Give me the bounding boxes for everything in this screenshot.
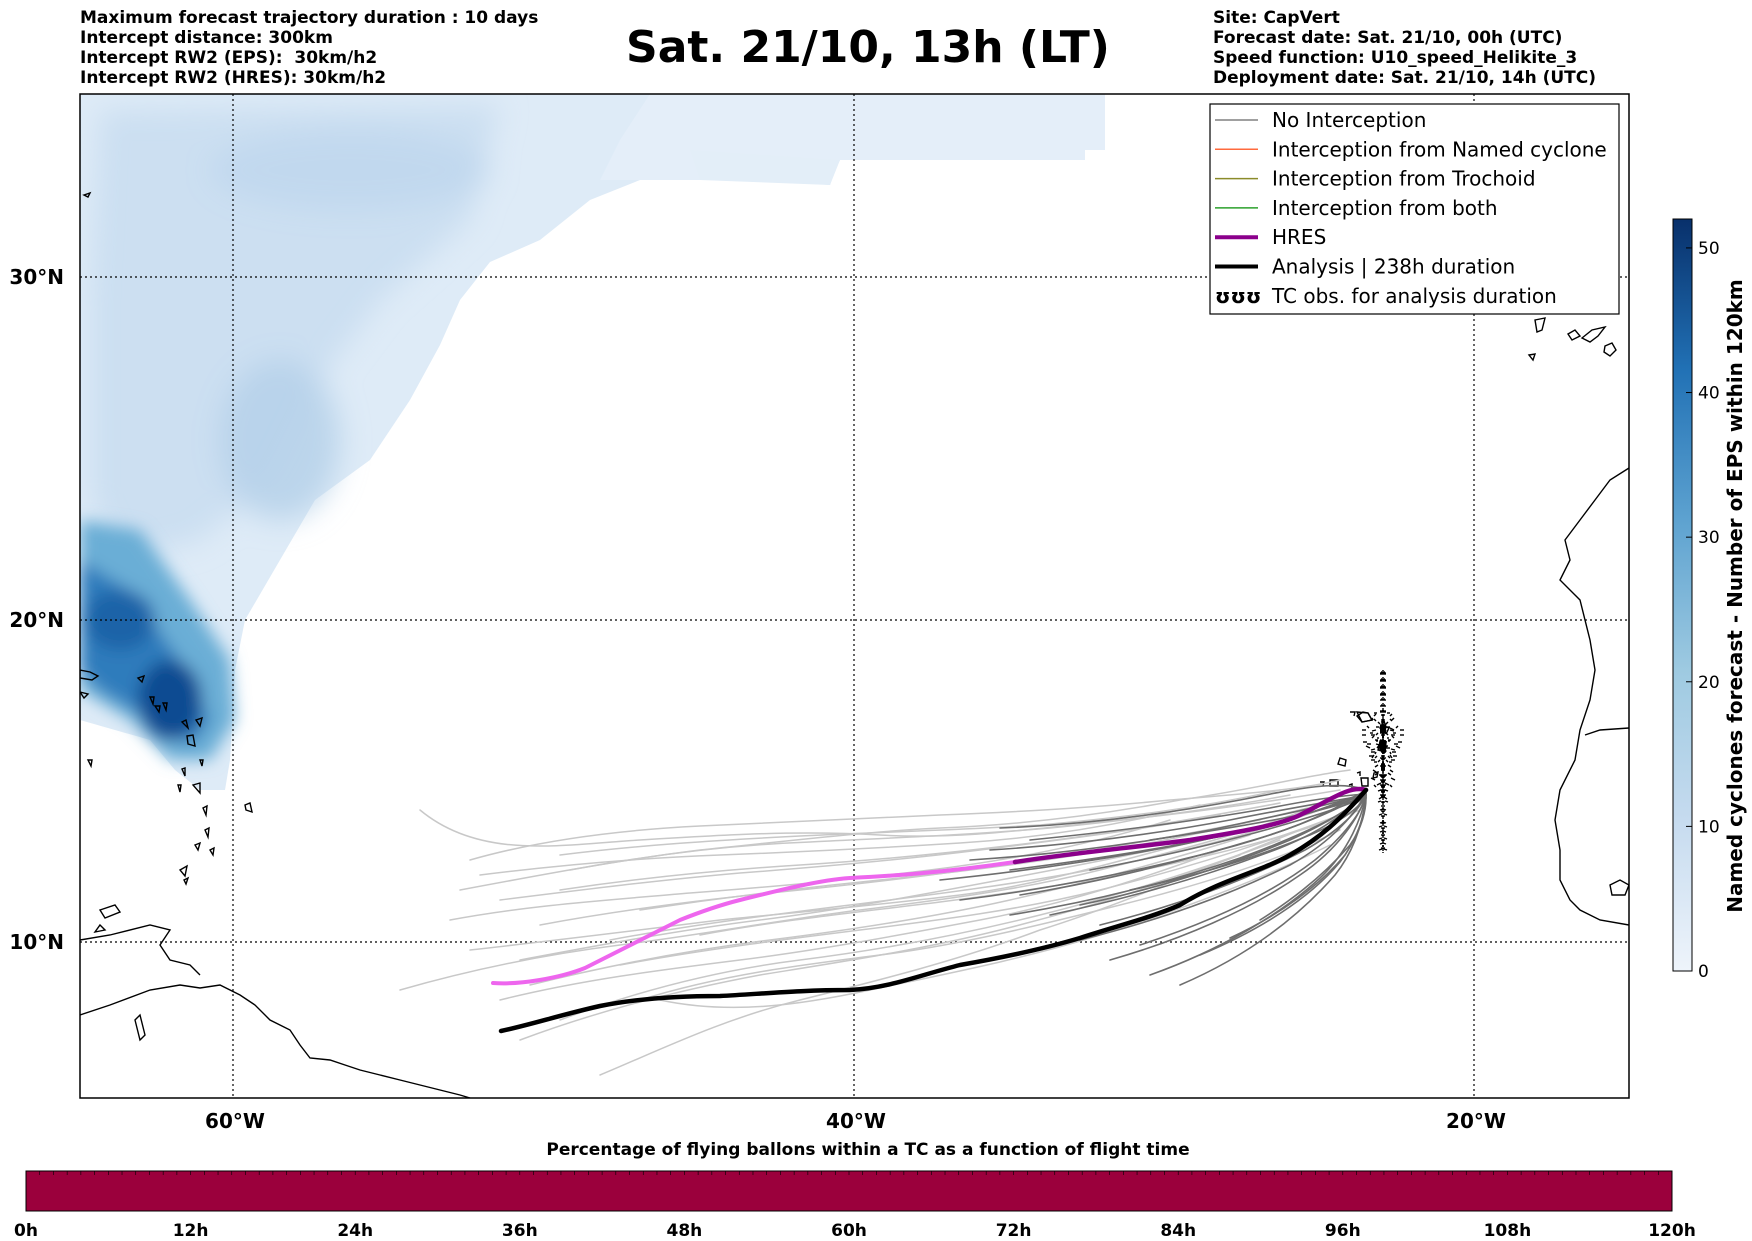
header-right-info: Site: CapVert Forecast date: Sat. 21/10,…: [1213, 8, 1596, 88]
lon-label-60w: 60°W: [205, 1109, 265, 1133]
flight-time-tick-label: 0h: [14, 1221, 38, 1241]
coastlines: [80, 191, 1629, 1098]
colorbar-label: Named cyclones forecast - Number of EPS …: [1723, 279, 1747, 913]
ensemble-trajectories: [399, 769, 1369, 1076]
legend-label: No Interception: [1272, 108, 1426, 132]
intercept-distance-text: Intercept distance: 300km: [80, 28, 333, 48]
lat-label-10n: 10°N: [9, 930, 64, 954]
flight-time-fill: [25, 1170, 1673, 1212]
flight-time-bar: Percentage of flying ballons within a TC…: [14, 1140, 1696, 1241]
colorbar-tick-label: 40: [1698, 384, 1720, 404]
legend-item: No Interception: [1215, 108, 1426, 132]
map-area: [80, 94, 1629, 1098]
lon-label-40w: 40°W: [826, 1109, 886, 1133]
flight-time-tick-label: 12h: [173, 1221, 209, 1241]
legend-label: TC obs. for analysis duration: [1271, 284, 1557, 308]
legend-label: Analysis | 238h duration: [1272, 255, 1515, 279]
flight-time-tick-label: 48h: [667, 1221, 703, 1241]
forecast-date-text: Forecast date: Sat. 21/10, 00h (UTC): [1213, 28, 1563, 48]
intercept-hres-text: Intercept RW2 (HRES): 30km/h2: [80, 68, 387, 88]
colorbar-tick-label: 30: [1698, 528, 1720, 548]
legend-item: Interception from Trochoid: [1215, 167, 1536, 191]
header-left-info: Maximum forecast trajectory duration : 1…: [80, 8, 538, 88]
flight-time-tick-label: 84h: [1160, 1221, 1196, 1241]
legend-item: HRES: [1215, 225, 1326, 249]
lon-label-20w: 20°W: [1446, 1109, 1506, 1133]
site-text: Site: CapVert: [1213, 8, 1340, 28]
deployment-date-text: Deployment date: Sat. 21/10, 14h (UTC): [1213, 68, 1597, 88]
flight-time-tick-label: 60h: [831, 1221, 867, 1241]
legend-box: [1209, 103, 1620, 315]
legend-item: Interception from Named cyclone: [1215, 137, 1607, 161]
flight-time-tick-label: 24h: [337, 1221, 373, 1241]
speed-function-text: Speed function: U10_speed_Helikite_3: [1213, 48, 1578, 68]
legend-item: Interception from both: [1215, 196, 1498, 220]
colorbar-tick-label: 50: [1698, 239, 1720, 259]
lat-label-30n: 30°N: [9, 265, 64, 289]
legend-label: Interception from Trochoid: [1272, 167, 1536, 191]
lat-label-20n: 20°N: [9, 608, 64, 632]
colorbar-tick-label: 0: [1698, 962, 1709, 982]
colorbar-tick-label: 20: [1698, 673, 1720, 693]
legend-item: ʊʊʊ TC obs. for analysis duration: [1215, 284, 1557, 308]
flight-time-tick-label: 72h: [996, 1221, 1032, 1241]
colorbar: 0 10 20 30 40 50 Named cyclones forecast - Nu…: [1672, 218, 1747, 982]
legend-label: Interception from both: [1272, 196, 1498, 220]
legend-label: Interception from Named cyclone: [1272, 137, 1607, 161]
colorbar-gradient: [1672, 218, 1693, 972]
intercept-eps-text: Intercept RW2 (EPS): 30km/h2: [80, 48, 378, 68]
cyclone-density-shading: [80, 94, 1105, 790]
page-title: Sat. 21/10, 13h (LT): [626, 22, 1110, 73]
map-frame: [79, 93, 1630, 1099]
legend: No Interception Interception from Named c…: [1209, 103, 1620, 315]
legend-label: HRES: [1272, 225, 1326, 249]
colorbar-tick-label: 10: [1698, 817, 1720, 837]
flight-time-tick-label: 36h: [502, 1221, 538, 1241]
max-duration-text: Maximum forecast trajectory duration : 1…: [80, 8, 539, 28]
flight-time-tick-label: 96h: [1325, 1221, 1361, 1241]
tc-obs-symbol-icon: ʊʊʊ: [1215, 284, 1261, 308]
flight-time-title: Percentage of flying ballons within a TC…: [546, 1140, 1189, 1160]
flight-time-tick-label: 108h: [1484, 1221, 1532, 1241]
legend-item: Analysis | 238h duration: [1215, 255, 1515, 279]
flight-time-tick-label: 120h: [1648, 1221, 1696, 1241]
